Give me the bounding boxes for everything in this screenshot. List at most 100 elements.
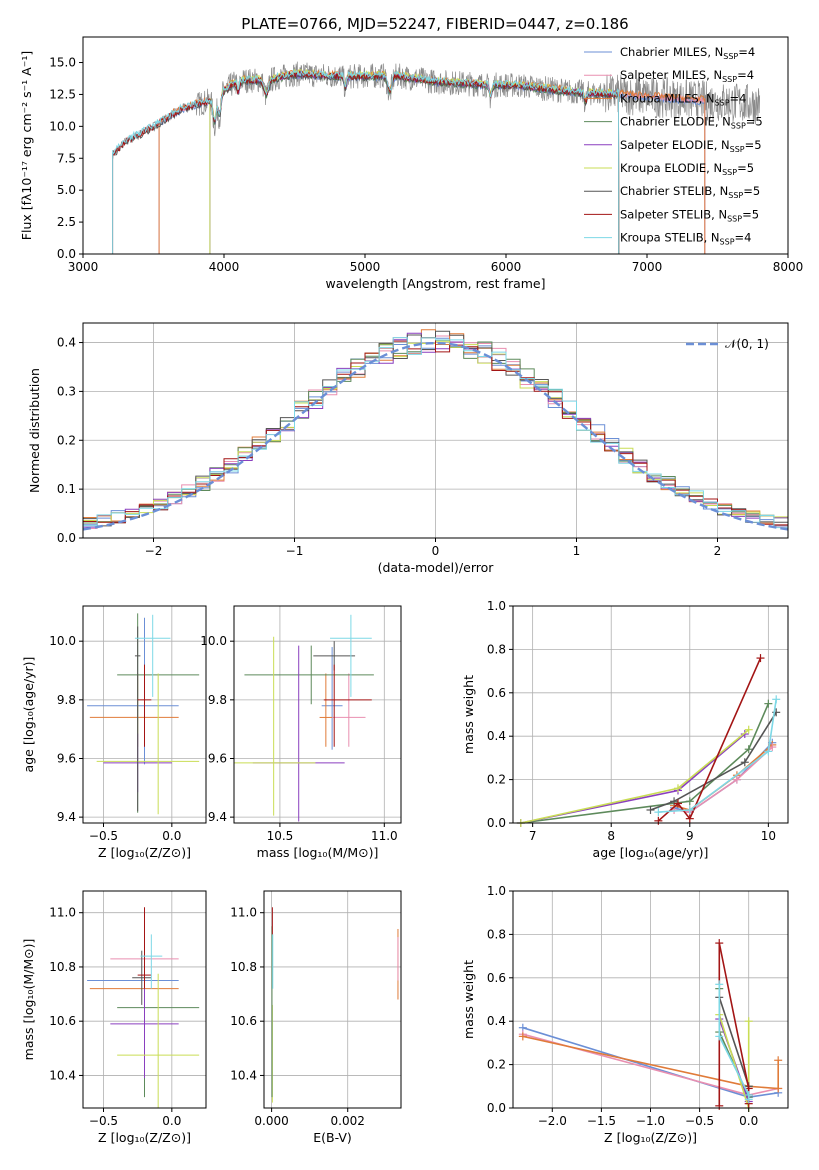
errorbar-series: [87, 613, 200, 815]
y-tick-label: 11.0: [49, 906, 76, 920]
errorbar-series: [87, 907, 200, 1108]
y-tick-label: 11.0: [230, 906, 257, 920]
y-tick-label: 9.8: [57, 693, 76, 707]
y-tick-label: 9.6: [57, 751, 76, 765]
frame-age-vs-Z: −0.5 0.0 9.4 9.6 9.8 10.0 Z [log₁₀(Z/Z⊙)] age […: [21, 605, 207, 860]
x-tick-label: −0.5: [89, 1114, 118, 1128]
x-tick-label: 1: [573, 544, 581, 558]
frame-mass-vs-ebv: 0.000 0.002 10.4 10.6 10.8 11.0 E(B-V): [230, 890, 402, 1145]
x-tick-label: −0.5: [685, 1114, 714, 1128]
y-tick-label: 10.8: [230, 960, 257, 974]
y-tick-label: 0.4: [57, 336, 76, 350]
y-tick-label: 0.2: [487, 1058, 506, 1072]
y-axis-label: age [log₁₀(age/yr)]: [21, 657, 36, 773]
x-tick-label: 7000: [632, 260, 663, 274]
legend-label: Chabrier ELODIE, NSSP=5: [620, 115, 763, 131]
plot-layer: 3000 4000 5000 6000 7000 80000.02.55.07.510.0…: [19, 36, 804, 1145]
y-axis-label: mass weight: [461, 675, 476, 754]
y-axis-label: Normed distribution: [27, 368, 42, 493]
y-tick-label: 10.0: [49, 119, 76, 133]
y-tick-label: 9.8: [208, 693, 227, 707]
y-tick-label: 12.5: [49, 87, 76, 101]
y-tick-label: 0.0: [57, 247, 76, 261]
spectrum-lines: [112, 61, 761, 254]
y-tick-label: 10.4: [49, 1068, 76, 1082]
x-tick-label: 8: [607, 829, 615, 843]
x-axis-label: Z [log₁₀(Z/Z⊙)]: [604, 1130, 697, 1145]
y-tick-label: 10.6: [49, 1014, 76, 1028]
y-tick-label: 1.0: [487, 884, 506, 898]
y-tick-label: 0.0: [487, 816, 506, 830]
hist-series: [83, 329, 788, 538]
y-tick-label: 0.6: [487, 971, 506, 985]
legend-label: Salpeter ELODIE, NSSP=5: [620, 138, 762, 154]
x-tick-label: −0.5: [89, 829, 118, 843]
x-tick-label: 0.0: [739, 1114, 758, 1128]
plot-frame: [82, 36, 789, 255]
y-tick-label: 7.5: [57, 151, 76, 165]
y-tick-label: 9.4: [208, 810, 227, 824]
series-line: [520, 703, 770, 824]
legend-label: Salpeter STELIB, NSSP=5: [620, 207, 759, 223]
series-line: [522, 1035, 780, 1090]
plot-frame: [263, 890, 402, 1109]
x-axis-label: age [log₁₀(age/yr)]: [593, 845, 709, 860]
normal-curve: [83, 341, 788, 531]
x-tick-label: 10.5: [267, 829, 294, 843]
x-tick-label: 6000: [491, 260, 522, 274]
y-tick-label: 10.8: [49, 960, 76, 974]
y-tick-label: 10.4: [230, 1068, 257, 1082]
axes-mass-vs-Z: [83, 891, 206, 1108]
y-axis-label: mass [log₁₀(M/M⊙)]: [21, 939, 36, 1061]
frame-massweight-vs-age: 7 8 9 10 0.0 0.2 0.4 0.6 0.8 1.0 age [log₁₀(age/yr…: [461, 599, 789, 860]
y-axis-label: Flux [fλ10⁻¹⁷ erg cm⁻² s⁻¹ A⁻¹]: [19, 51, 34, 240]
x-tick-label: −1.5: [587, 1114, 616, 1128]
y-tick-label: 0.4: [487, 1014, 506, 1028]
x-tick-label: −1.0: [636, 1114, 665, 1128]
y-tick-label: 9.4: [57, 810, 76, 824]
y-tick-label: 0.6: [487, 686, 506, 700]
legend-label: Kroupa ELODIE, NSSP=5: [620, 161, 754, 177]
legend-label: 𝒩(0, 1): [725, 337, 769, 351]
y-tick-label: 0.1: [57, 482, 76, 496]
x-tick-label: 3000: [68, 260, 99, 274]
y-tick-label: 0.2: [57, 433, 76, 447]
series-line: [650, 711, 777, 811]
y-tick-label: 15.0: [49, 56, 76, 70]
hist-step-line: [83, 337, 788, 538]
figure-title: PLATE=0766, MJD=52247, FIBERID=0447, z=0…: [241, 15, 628, 33]
x-tick-label: 11.0: [371, 829, 398, 843]
x-axis-label: mass [log₁₀(M/M⊙)]: [257, 845, 379, 860]
x-tick-label: 9: [686, 829, 694, 843]
x-tick-label: 0: [432, 544, 440, 558]
y-tick-label: 0.3: [57, 384, 76, 398]
y-tick-label: 5.0: [57, 183, 76, 197]
axes-age-vs-Z: [83, 606, 206, 823]
x-tick-label: −2.0: [538, 1114, 567, 1128]
line-series: [518, 939, 783, 1112]
x-tick-label: 8000: [773, 260, 804, 274]
spectrum-model-line: [112, 68, 620, 254]
frame-spectrum: 3000 4000 5000 6000 7000 8000 0.0 2.5 5.0 7.5 10.0…: [19, 36, 804, 291]
x-axis-label: wavelength [Angstrom, rest frame]: [325, 276, 545, 291]
y-axis-label: mass weight: [461, 960, 476, 1039]
frame-massweight-vs-Z: −2.0 −1.5 −1.0 −0.5 0.0 0.0 0.2 0.4 0.6 0.8 1.0 Z […: [461, 884, 789, 1145]
y-tick-label: 10.0: [200, 634, 227, 648]
x-axis-label: (data-model)/error: [378, 560, 495, 575]
plot-frame: [82, 890, 207, 1109]
y-tick-label: 9.6: [208, 751, 227, 765]
residual-legend: 𝒩(0, 1): [686, 337, 769, 351]
axes-age-vs-mass: [234, 606, 401, 823]
y-tick-label: 0.8: [487, 642, 506, 656]
line-series: [516, 654, 781, 827]
x-axis-label: E(B-V): [313, 1130, 352, 1145]
x-tick-label: 5000: [350, 260, 381, 274]
y-tick-label: 10.6: [230, 1014, 257, 1028]
x-tick-label: 0.000: [254, 1114, 288, 1128]
x-tick-label: −2: [145, 544, 163, 558]
errorbar-series: [234, 614, 374, 822]
frame-mass-vs-Z: −0.5 0.0 10.4 10.6 10.8 11.0 Z [log₁₀(Z/Z⊙)] ma…: [21, 890, 207, 1145]
x-axis-label: Z [log₁₀(Z/Z⊙)]: [98, 1130, 191, 1145]
legend-label: Kroupa STELIB, NSSP=4: [620, 231, 751, 247]
plot-frame: [233, 605, 402, 824]
